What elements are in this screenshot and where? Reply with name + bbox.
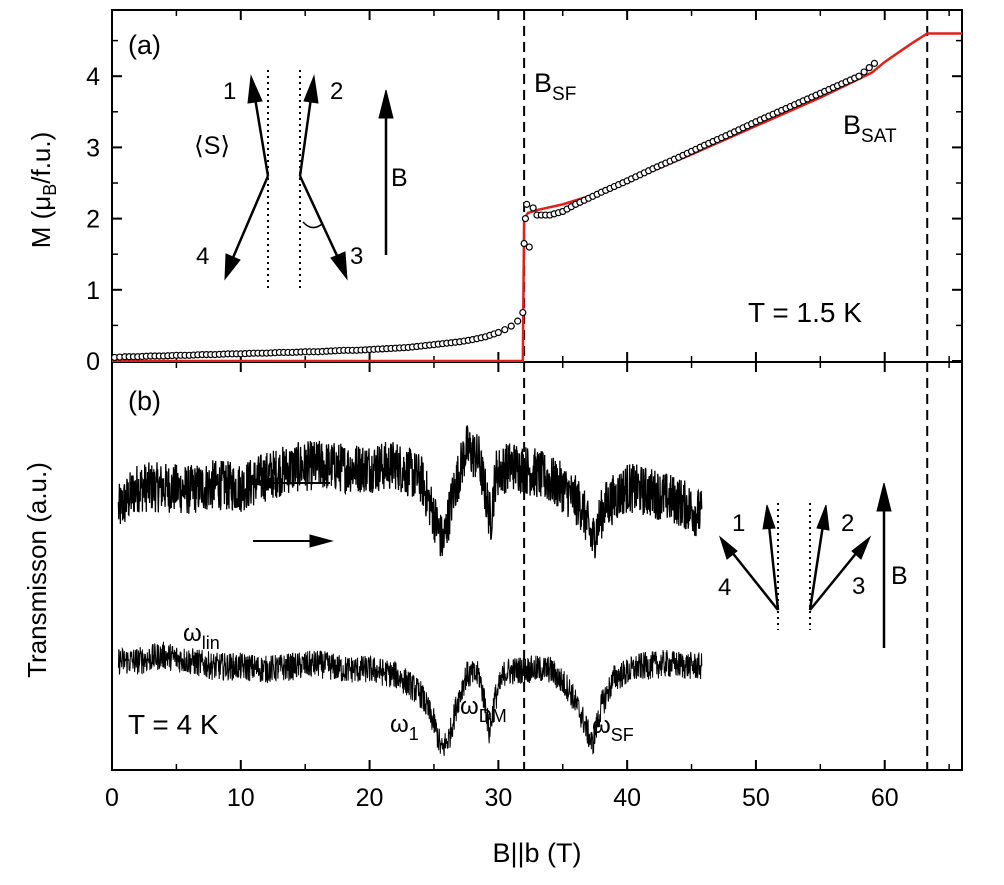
spin-3-arrowhead — [330, 251, 348, 281]
spin-label-2-b: 2 — [841, 510, 854, 537]
omega-sf-label: ωSF — [592, 712, 634, 745]
x-axis-label: B||b (T) — [492, 838, 581, 868]
field-arrowhead-a — [378, 89, 394, 119]
y-tick-label: 0 — [86, 348, 100, 376]
y-tick-label: 3 — [86, 134, 100, 162]
spin-2-arrowhead-b — [816, 504, 830, 531]
data-point — [514, 317, 522, 325]
spin-1-arrow-b — [767, 524, 780, 611]
x-tick-label: 60 — [871, 784, 899, 812]
spin-label-4-a: 4 — [196, 243, 209, 270]
transmission-trace-down-sweep — [117, 425, 703, 559]
data-point — [860, 68, 868, 76]
spin-2-arrowhead — [303, 74, 319, 104]
panel-b-series — [117, 425, 703, 757]
data-point — [520, 239, 528, 248]
spin-4-arrowhead — [224, 253, 241, 281]
spin-4-arrow — [230, 175, 270, 261]
transmission-trace-up-sweep — [117, 641, 703, 757]
b-sf-label: BSF — [534, 68, 576, 105]
sweep-arrows — [250, 476, 334, 548]
spin-1-arrowhead — [247, 74, 263, 104]
temperature-b-label: T = 4 K — [128, 709, 219, 740]
x-tick-label: 0 — [105, 784, 119, 812]
panel-a-label: (a) — [128, 30, 161, 60]
x-tick-label: 50 — [742, 784, 770, 812]
data-point — [525, 243, 533, 251]
x-tick-label: 30 — [484, 784, 512, 812]
dashed-field-lines — [523, 10, 929, 770]
spin-3-arrow — [298, 175, 341, 261]
b-sat-label: BSAT — [843, 110, 897, 147]
field-label-b: B — [891, 562, 908, 590]
spin-canting-inset-a — [224, 70, 394, 292]
data-point — [501, 326, 509, 334]
spin-3-arrowhead-b — [851, 535, 872, 560]
y-tick-label: 4 — [86, 63, 100, 91]
spin-label-1-a: 1 — [223, 78, 236, 105]
spin-average-label: ⟨S⟩ — [194, 132, 230, 160]
spin-label-1-b: 1 — [732, 510, 745, 537]
spin-label-3-b: 3 — [852, 573, 865, 600]
data-point — [855, 72, 863, 80]
spin-3-arrow-b — [809, 550, 859, 611]
spin-1-arrow — [253, 97, 270, 177]
field-label-a: B — [391, 164, 408, 192]
panel-b-frame — [111, 361, 963, 771]
spin-canting-inset-b — [719, 482, 892, 648]
spin-1-arrowhead-b — [762, 504, 776, 530]
data-point — [523, 200, 531, 208]
y-tick-label: 2 — [86, 206, 100, 234]
data-point — [529, 204, 537, 212]
data-point — [865, 64, 873, 72]
spin-4-arrowhead-b — [719, 535, 738, 560]
panel-a-ylabel: M (μB/f.u.) — [26, 132, 60, 249]
temperature-a-label: T = 1.5 K — [748, 297, 862, 328]
x-tick-label: 20 — [356, 784, 384, 812]
spin-4-arrow-b — [730, 550, 779, 611]
panel-b-ticks: 0 10 20 30 40 50 60 — [105, 362, 950, 812]
omega-lin-label: ωlin — [183, 620, 220, 653]
spin-2-arrow — [298, 97, 313, 177]
data-point — [870, 59, 879, 67]
x-tick-label: 40 — [613, 784, 641, 812]
panel-b-label: (b) — [128, 386, 161, 416]
data-point — [494, 328, 502, 337]
data-point — [521, 215, 530, 223]
canting-angle-arc — [302, 221, 323, 229]
panel-b-ylabel: Transmisson (a.u.) — [22, 462, 52, 678]
omega-dm-label: ωDM — [460, 693, 507, 726]
field-arrowhead-b — [876, 482, 892, 512]
spin-label-4-b: 4 — [718, 574, 731, 601]
omega-1-label: ω1 — [390, 711, 419, 744]
spin-2-arrow-b — [808, 524, 825, 611]
panel-a-series — [112, 32, 962, 362]
data-point — [519, 308, 527, 317]
x-tick-label: 10 — [227, 784, 255, 812]
data-point — [507, 322, 515, 330]
up-sweep-arrowhead — [309, 534, 334, 548]
y-tick-label: 1 — [86, 277, 100, 305]
spin-label-3-a: 3 — [350, 243, 363, 270]
down-sweep-arrowhead — [250, 476, 275, 490]
spin-label-2-a: 2 — [330, 78, 343, 105]
